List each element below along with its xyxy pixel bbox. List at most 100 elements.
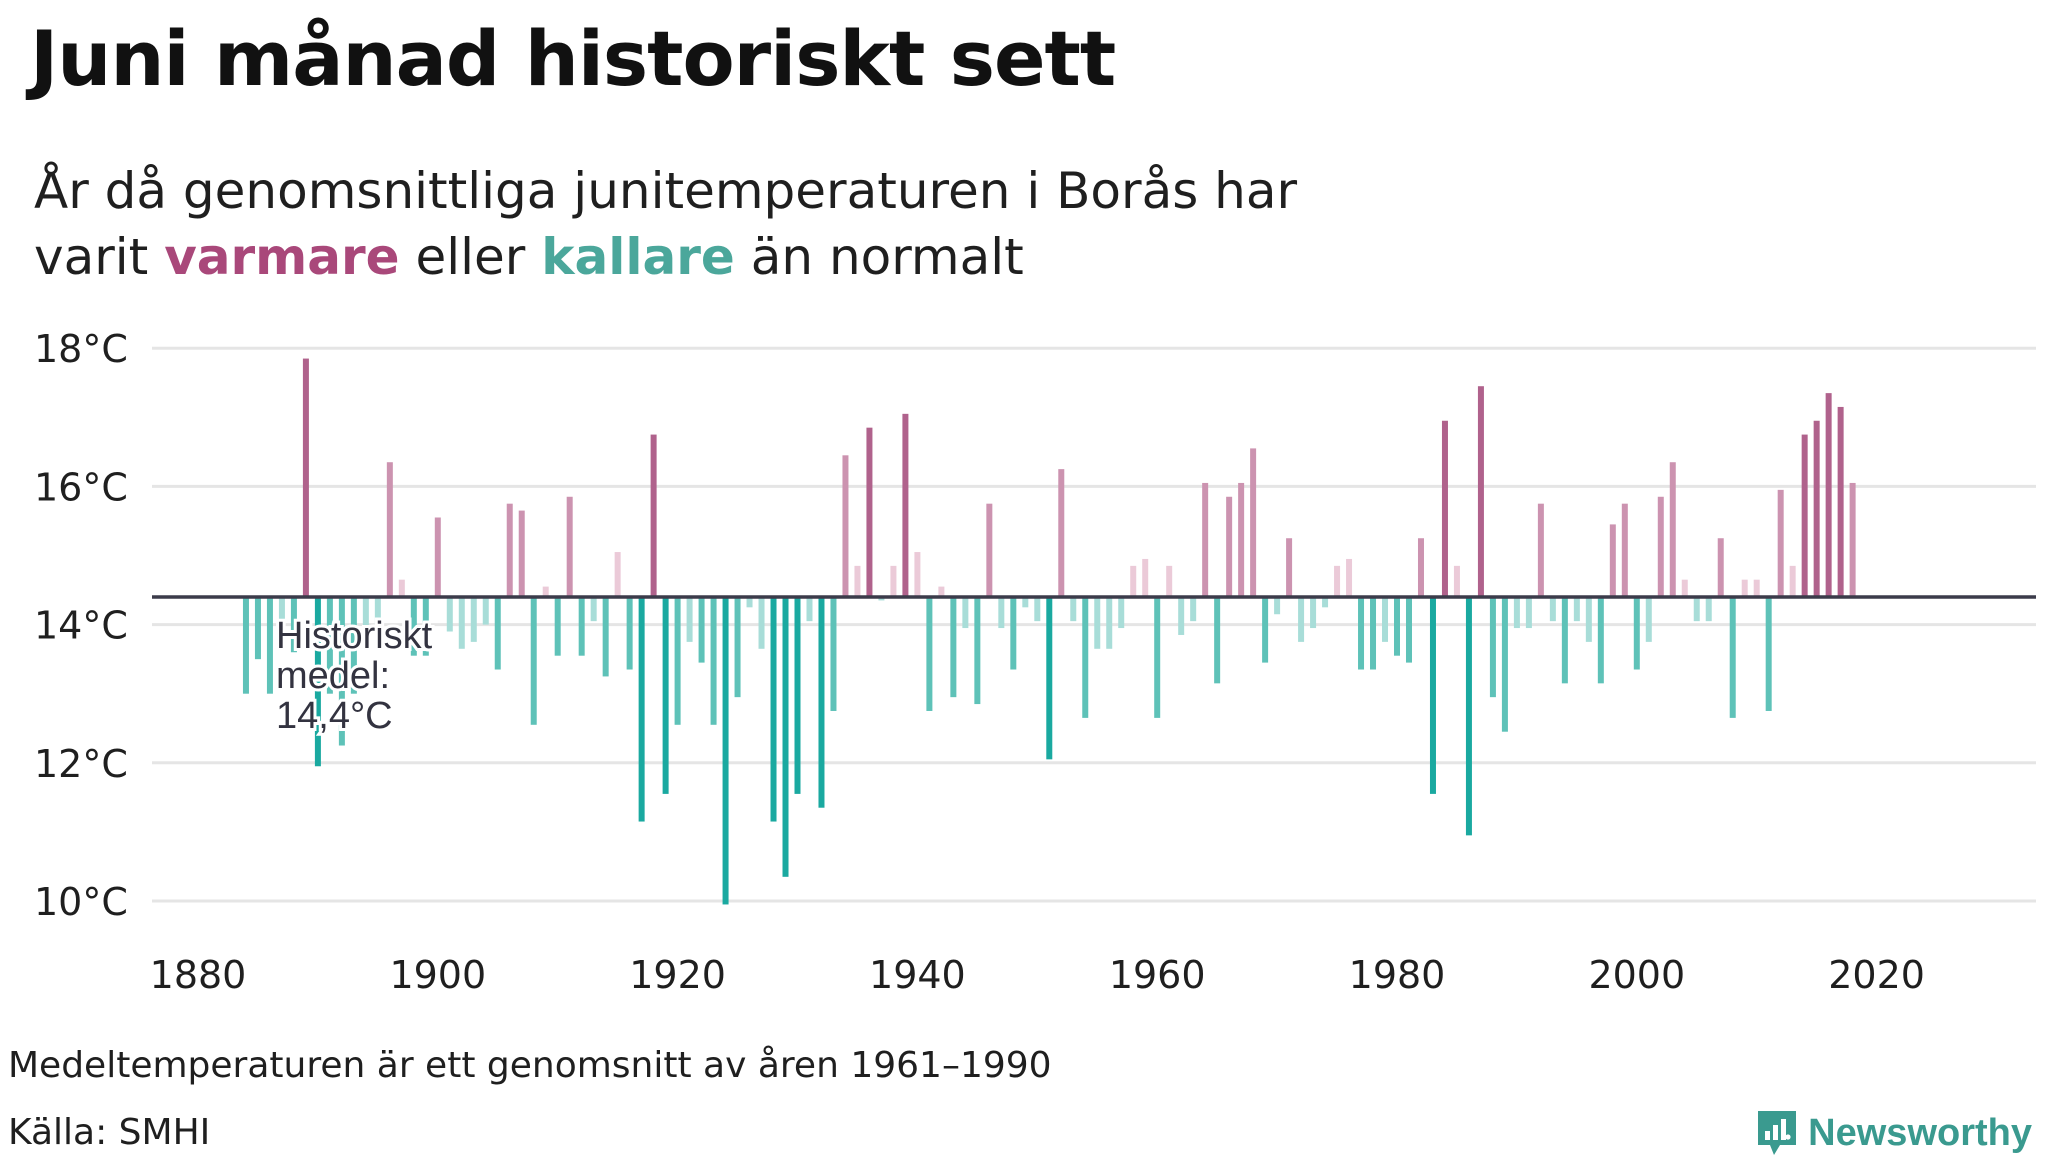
bar-1979 — [1382, 596, 1389, 642]
bar-1983 — [1429, 596, 1436, 794]
bar-1939 — [902, 413, 909, 597]
subtitle-prefix: varit — [34, 228, 165, 286]
bar-1972 — [1298, 596, 1305, 642]
subtitle-line-1: År då genomsnittliga junitemperaturen i … — [34, 162, 1298, 220]
bar-1930 — [794, 596, 801, 794]
baseline-label-line: 14,4°C — [276, 695, 393, 737]
bar-1956 — [1106, 596, 1113, 649]
bar-1973 — [1310, 596, 1317, 629]
bar-1998 — [1609, 524, 1616, 597]
chart-subtitle: År då genomsnittliga junitemperaturen i … — [34, 158, 1297, 290]
bar-2001 — [1645, 596, 1652, 642]
bar-2002 — [1657, 496, 1664, 597]
bar-1948 — [1010, 596, 1017, 670]
bar-1919 — [662, 596, 669, 794]
bar-1887 — [278, 596, 285, 639]
bar-1985 — [1453, 565, 1460, 597]
x-tick-label: 1980 — [1349, 953, 1446, 997]
bar-2015 — [1813, 420, 1820, 597]
bar-1953 — [1070, 596, 1077, 622]
bar-2008 — [1729, 596, 1736, 718]
bar-1975 — [1334, 565, 1341, 597]
bar-1949 — [1022, 596, 1029, 608]
bar-1999 — [1621, 503, 1628, 597]
bar-1965 — [1214, 596, 1221, 684]
bars — [242, 358, 1856, 905]
bar-1995 — [1573, 596, 1580, 622]
bar-1927 — [758, 596, 765, 649]
bar-1893 — [350, 596, 357, 694]
cold-word: kallare — [541, 228, 735, 286]
bar-1912 — [578, 596, 585, 656]
bar-1950 — [1034, 596, 1041, 622]
warm-word: varmare — [164, 228, 400, 286]
bar-1943 — [950, 596, 957, 698]
bar-1892 — [338, 596, 345, 746]
bar-1974 — [1322, 596, 1329, 608]
x-tick-label: 1960 — [1109, 953, 1206, 997]
bar-1890 — [314, 596, 321, 767]
bar-2009 — [1741, 579, 1748, 597]
bar-1886 — [266, 596, 273, 694]
bar-1924 — [722, 596, 729, 905]
bar-1899 — [422, 596, 429, 656]
bar-1945 — [974, 596, 981, 705]
subtitle-line-2: varit varmare eller kallare än normalt — [34, 224, 1297, 290]
bar-1911 — [566, 496, 573, 597]
bar-1917 — [638, 596, 645, 822]
bar-1933 — [830, 596, 837, 711]
bar-2010 — [1753, 579, 1760, 597]
bar-1982 — [1417, 538, 1424, 597]
brand-logo[interactable]: Newsworthy — [1754, 1107, 2032, 1159]
bar-1913 — [590, 596, 597, 622]
brand-name: Newsworthy — [1808, 1111, 2032, 1154]
bar-1947 — [998, 596, 1005, 629]
bar-1897 — [398, 579, 405, 597]
bar-1960 — [1154, 596, 1161, 718]
bar-1976 — [1346, 558, 1353, 597]
bar-1977 — [1358, 596, 1365, 670]
bar-1910 — [554, 596, 561, 656]
bar-2004 — [1681, 579, 1688, 597]
bar-1944 — [962, 596, 969, 629]
bar-2014 — [1801, 434, 1808, 597]
bar-1928 — [770, 596, 777, 822]
source-credit: Källa: SMHI — [8, 1112, 211, 1153]
bar-2012 — [1777, 489, 1784, 597]
x-tick-label: 1940 — [869, 953, 966, 997]
bar-1895 — [374, 596, 381, 625]
bar-1991 — [1525, 596, 1532, 629]
bar-2005 — [1693, 596, 1700, 622]
bar-1971 — [1286, 538, 1293, 597]
bar-1969 — [1262, 596, 1269, 663]
bar-1904 — [482, 596, 489, 625]
bar-1922 — [698, 596, 705, 663]
bar-1909 — [542, 586, 549, 597]
bar-1978 — [1370, 596, 1377, 670]
bar-2006 — [1705, 596, 1712, 622]
bar-1898 — [410, 596, 417, 656]
y-tick-label: 14°C — [34, 604, 128, 648]
bar-1915 — [614, 552, 621, 597]
bar-1952 — [1058, 469, 1065, 597]
bar-2016 — [1825, 393, 1832, 597]
newsworthy-logo-icon — [1758, 1111, 1797, 1155]
bar-1888 — [290, 596, 297, 653]
bar-1901 — [446, 596, 453, 632]
grid-lines — [152, 346, 2036, 903]
bar-1997 — [1597, 596, 1604, 684]
bar-1966 — [1226, 496, 1233, 597]
bar-1926 — [746, 596, 753, 608]
bar-1964 — [1202, 482, 1209, 597]
bar-2003 — [1669, 462, 1676, 597]
subtitle-middle: eller — [399, 228, 542, 286]
bar-1931 — [806, 596, 813, 622]
bar-1992 — [1537, 503, 1544, 597]
bar-1986 — [1465, 596, 1472, 836]
bar-1923 — [710, 596, 717, 725]
bar-1993 — [1549, 596, 1556, 622]
baseline-label-line: Historiskt — [276, 615, 433, 657]
bar-1955 — [1094, 596, 1101, 649]
bar-1884 — [242, 596, 249, 694]
bar-1936 — [866, 427, 873, 597]
